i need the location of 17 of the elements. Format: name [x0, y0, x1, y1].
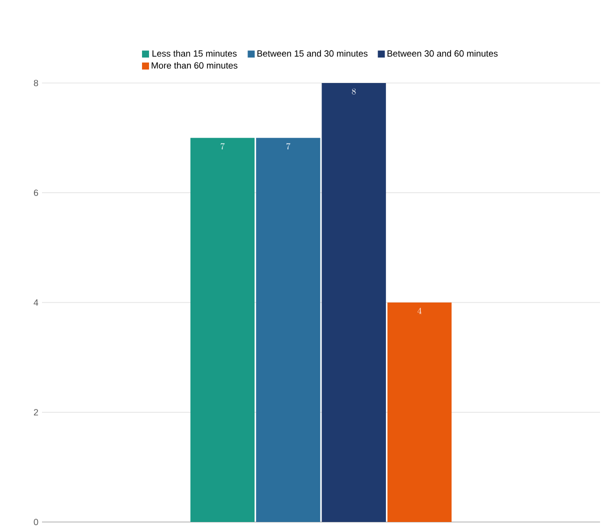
data-label: 4: [417, 308, 422, 314]
bar: [322, 83, 386, 522]
legend-label: Between 30 and 60 minutes: [388, 50, 498, 57]
y-tick-label: 8: [34, 80, 38, 86]
data-label: 8: [352, 88, 356, 94]
y-tick-label: 4: [34, 299, 38, 306]
legend-label: Less than 15 minutes: [152, 50, 237, 57]
bar: [387, 302, 452, 522]
y-tick-label: 6: [34, 190, 38, 196]
y-tick-label: 0: [34, 518, 38, 526]
data-label: 7: [220, 143, 225, 150]
legend-label: Between 15 and 30 minutes: [257, 50, 368, 57]
data-label: 7: [286, 143, 290, 150]
legend-label: More than 60 minutes: [152, 62, 238, 69]
bar: [256, 138, 320, 522]
y-tick-label: 2: [34, 409, 38, 416]
bar: [190, 138, 255, 522]
